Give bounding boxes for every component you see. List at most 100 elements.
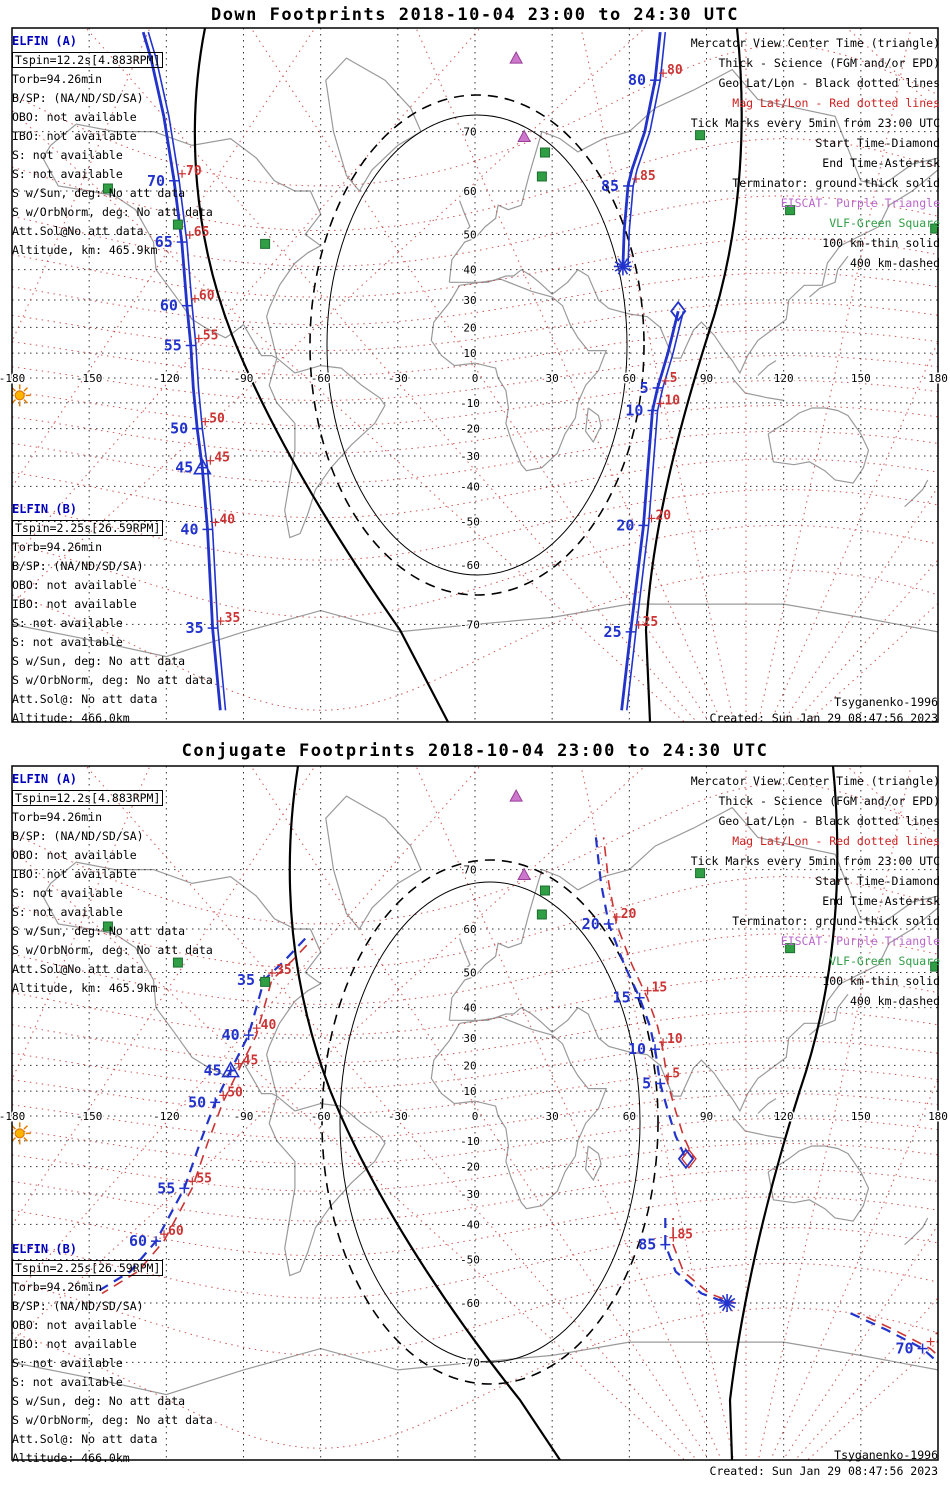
tick-label-b: 65 — [194, 225, 210, 240]
center-time-triangle-icon — [221, 1061, 241, 1078]
tick-label-b: 5 — [672, 1067, 680, 1082]
lon-tick-label: 180 — [928, 1110, 948, 1123]
tick-label-a: 60 — [129, 1232, 147, 1250]
legend-line: Mercator View Center Time (triangle) — [690, 36, 940, 50]
panel-bottom-title: Conjugate Footprints 2018-10-04 23:00 to… — [181, 741, 769, 761]
tick-label-a: 40 — [222, 1026, 240, 1044]
info-line: Torb=94.26min — [12, 810, 103, 824]
tick-label-a: 25 — [604, 623, 622, 641]
info-line: S: not available — [12, 1356, 123, 1370]
tick-label-b: 45 — [214, 451, 230, 466]
lat-tick-label: -20 — [460, 1161, 480, 1174]
vlf-square-icon — [695, 130, 706, 141]
tick-label-a: 5 — [640, 379, 649, 397]
legend-line: Mercator View Center Time (triangle) — [690, 774, 940, 788]
created-stamp-top: Created: Sun Jan 29 08:47:56 2023 — [709, 711, 938, 725]
tick-label-b: 50 — [209, 412, 225, 427]
tick-label-b: 70 — [935, 1332, 950, 1347]
info-line: Altitude, km: 465.9km — [12, 981, 158, 995]
tick-label-a: 80 — [628, 71, 646, 89]
lat-tick-label: -20 — [460, 423, 480, 436]
legend-line: Geo Lat/Lon - Black dotted lines — [718, 814, 940, 828]
vlf-square-icon — [260, 976, 271, 987]
coastlines — [12, 57, 938, 658]
tick-label-a: 15 — [613, 989, 631, 1007]
elfin-a-label: ELFIN (A) — [12, 34, 78, 48]
info-line: Att.Sol@No att data — [12, 962, 144, 976]
legend-line: Tick Marks every 5min from 23:00 UTC — [690, 116, 940, 130]
panel-top-title: Down Footprints 2018-10-04 23:00 to 24:3… — [210, 5, 740, 25]
terminator-ground — [288, 766, 561, 1460]
legend-line: EISCAT- Purple Triangle — [780, 934, 940, 948]
info-line: Att.Sol@No att data — [12, 224, 144, 238]
map-panel-down-footprints: 5510102020252535354040454550505555606065… — [12, 28, 938, 722]
lon-tick-label: 120 — [774, 1110, 794, 1123]
start-diamond-icon-b — [681, 1148, 697, 1169]
tick-label-b: 60 — [199, 289, 215, 304]
elfin-b-label: ELFIN (B) — [12, 1242, 78, 1256]
info-line: S w/Sun, deg: No att data — [12, 924, 186, 938]
lon-tick-label: 120 — [774, 372, 794, 385]
info-line: IBO: not available — [12, 1337, 137, 1351]
elfin-a-label: ELFIN (A) — [12, 772, 78, 786]
elfin-b-tspin: Tspin=2.25s[26.59RPM] — [12, 520, 164, 536]
end-asterisk-icon — [614, 261, 632, 272]
model-credit-bottom: Tsyganenko-1996 — [834, 1448, 938, 1462]
info-line: IBO: not available — [12, 597, 137, 611]
lon-tick-label: 150 — [851, 1110, 871, 1123]
eiscat-triangle-icon — [509, 789, 523, 802]
markers — [12, 789, 938, 1313]
lon-tick-label: -180 — [0, 1110, 25, 1123]
tick-label-a: 40 — [180, 520, 198, 538]
tick-label-a: 70 — [896, 1340, 914, 1358]
lon-tick-label: 30 — [546, 372, 559, 385]
info-line: OBO: not available — [12, 578, 137, 592]
lat-tick-label: -40 — [460, 1218, 480, 1231]
vlf-square-icon — [102, 921, 113, 932]
lon-tick-label: -30 — [388, 372, 408, 385]
info-line: S: not available — [12, 905, 123, 919]
tick-label-b: 40 — [219, 512, 235, 527]
lon-tick-label: 60 — [623, 1110, 636, 1123]
tick-label-b: 55 — [196, 1171, 212, 1186]
tick-label-b: 40 — [261, 1018, 277, 1033]
tick-label-a: 60 — [160, 297, 178, 315]
tick-label-b: 20 — [621, 907, 637, 922]
info-line: S w/OrbNorm, deg: No att data — [12, 1413, 213, 1427]
tick-label-b: 55 — [203, 329, 219, 344]
info-line: IBO: not available — [12, 129, 137, 143]
vlf-square-icon — [102, 183, 113, 194]
tick-label-b: 50 — [227, 1085, 243, 1100]
model-credit-top: Tsyganenko-1996 — [834, 695, 938, 709]
lon-tick-label: -60 — [311, 1110, 331, 1123]
vlf-square-icon — [172, 219, 183, 230]
vlf-square-icon — [539, 885, 550, 896]
lon-tick-label: -90 — [234, 372, 254, 385]
lat-tick-label: -60 — [460, 559, 480, 572]
terminator-ground — [644, 28, 743, 722]
lat-tick-label: 50 — [463, 966, 476, 979]
info-line: B/SP: (NA/ND/SD/SA) — [12, 559, 144, 573]
tick-label-a: 55 — [157, 1179, 175, 1197]
elfin-a-info-top: ELFIN (A) Tspin=12.2s[4.883RPM] Torb=94.… — [12, 32, 213, 260]
info-line: Altitude: 466.0km — [12, 711, 130, 725]
lat-tick-label: -30 — [460, 1188, 480, 1201]
tick-label-a: 35 — [237, 971, 255, 989]
elfin-b-label: ELFIN (B) — [12, 502, 78, 516]
elfin-a-tspin: Tspin=12.2s[4.883RPM] — [12, 52, 164, 68]
lon-tick-label: 60 — [623, 372, 636, 385]
lat-tick-label: 30 — [463, 294, 476, 307]
tick-label-a: 55 — [164, 337, 182, 355]
tick-label-a: 45 — [204, 1062, 222, 1080]
tick-label-a: 45 — [175, 459, 193, 477]
tick-label-b: 15 — [652, 981, 668, 996]
lon-tick-label: 150 — [851, 372, 871, 385]
axis-labels: -180 -150 -120 -90 -60 -30 0 30 60 90 120 150 180 70 6… — [0, 124, 949, 633]
map-panel-conjugate-footprints: 2020151510105535354040454550505555606085… — [12, 766, 950, 1460]
legend-line: EISCAT- Purple Triangle — [780, 196, 940, 210]
legend-top: Mercator View Center Time (triangle) Thic… — [691, 33, 940, 273]
markers — [12, 51, 938, 475]
info-line: B/SP: (NA/ND/SD/SA) — [12, 829, 144, 843]
legend-line: Terminator: ground-thick solid — [732, 176, 940, 190]
